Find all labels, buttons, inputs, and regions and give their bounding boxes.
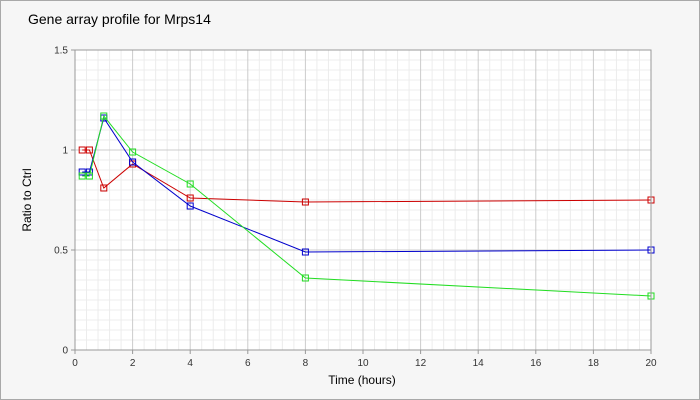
x-tick-label: 0 bbox=[72, 358, 78, 369]
data-point-marker bbox=[100, 184, 108, 192]
y-tick-label: 1 bbox=[62, 146, 68, 157]
x-tick-label: 4 bbox=[187, 358, 193, 369]
series-line-1 bbox=[82, 149, 652, 203]
plot-border bbox=[74, 49, 652, 351]
x-tick-label: 6 bbox=[245, 358, 251, 369]
data-point-marker bbox=[129, 158, 137, 166]
x-tick-label: 2 bbox=[130, 358, 136, 369]
data-point-marker bbox=[78, 172, 86, 180]
data-point-marker bbox=[85, 146, 93, 154]
data-point-marker bbox=[301, 198, 309, 206]
x-tick-label: 20 bbox=[645, 358, 657, 369]
x-tick-label: 16 bbox=[530, 358, 542, 369]
x-tick-label: 10 bbox=[357, 358, 369, 369]
data-point-marker bbox=[301, 248, 309, 256]
data-point-marker bbox=[301, 274, 309, 282]
y-tick-label: 1.5 bbox=[54, 46, 68, 57]
x-tick-label: 12 bbox=[415, 358, 427, 369]
data-point-marker bbox=[186, 202, 194, 210]
data-point-marker bbox=[78, 168, 86, 176]
series-group bbox=[78, 112, 655, 300]
x-axis-label: Time (hours) bbox=[328, 373, 396, 387]
x-tick-label: 14 bbox=[473, 358, 485, 369]
x-tick-label: 8 bbox=[303, 358, 309, 369]
data-point-marker bbox=[78, 146, 86, 154]
series-line-2 bbox=[82, 116, 652, 253]
data-point-marker bbox=[186, 194, 194, 202]
data-point-marker bbox=[85, 172, 93, 180]
chart-title: Gene array profile for Mrps14 bbox=[28, 11, 211, 27]
y-tick-label: 0.5 bbox=[54, 246, 68, 257]
axis-ticks: 0 2 4 6 8 10 12 14 16 18 20 0 0.5 1 1.5 bbox=[54, 46, 657, 370]
x-tick-label: 18 bbox=[588, 358, 600, 369]
data-point-marker bbox=[186, 180, 194, 188]
y-tick-label: 0 bbox=[62, 346, 68, 357]
series-line-3 bbox=[82, 114, 652, 297]
data-point-marker bbox=[100, 112, 108, 120]
major-grid bbox=[75, 50, 651, 350]
data-point-marker bbox=[129, 148, 137, 156]
